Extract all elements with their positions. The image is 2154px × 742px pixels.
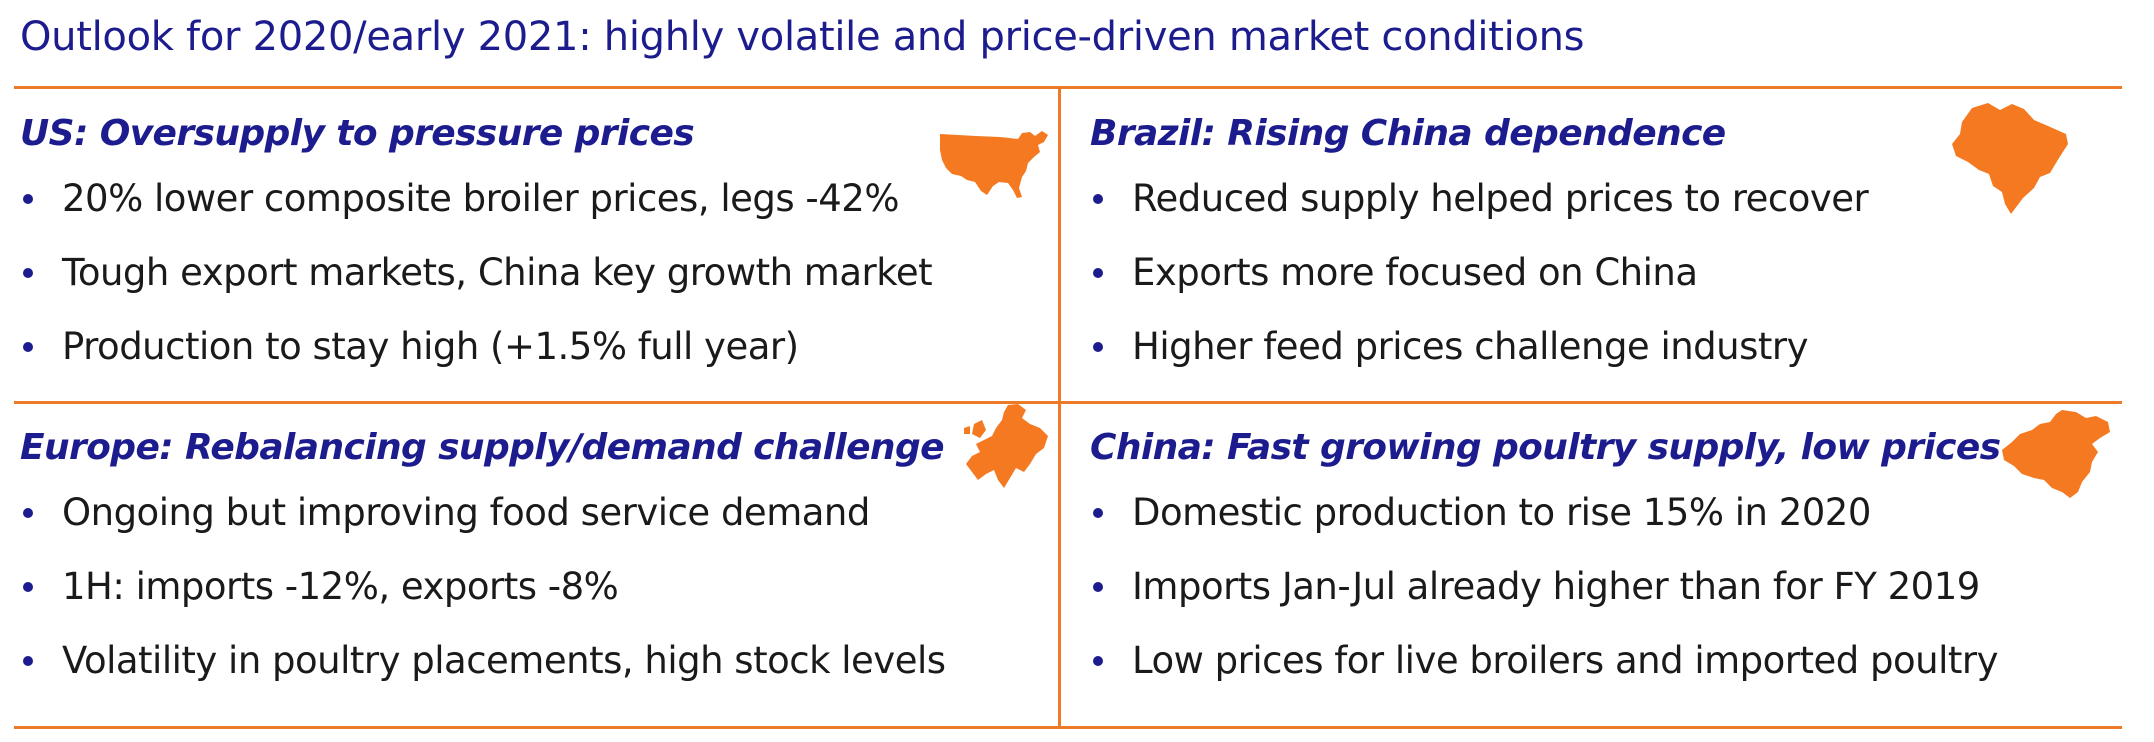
us-bullet-list: 20% lower composite broiler prices, legs… <box>20 170 1060 392</box>
list-item: Tough export markets, China key growth m… <box>20 244 1060 318</box>
bullet-dot-icon <box>1093 508 1103 518</box>
brazil-heading: Brazil: Rising China dependence <box>1090 113 1726 154</box>
europe-section: Europe: Rebalancing supply/demand challe… <box>20 422 1060 706</box>
us-section: US: Oversupply to pressure prices 20% lo… <box>20 108 1060 392</box>
bullet-dot-icon <box>1093 194 1103 204</box>
bullet-text: Tough export markets, China key growth m… <box>62 251 933 294</box>
europe-map-icon <box>964 404 1048 488</box>
bullet-text: Imports Jan-Jul already higher than for … <box>1132 565 1980 608</box>
bullet-text: Exports more focused on China <box>1132 251 1698 294</box>
list-item: 1H: imports -12%, exports -8% <box>20 558 1060 632</box>
list-item: Exports more focused on China <box>1090 244 2130 318</box>
page-title: Outlook for 2020/early 2021: highly vola… <box>20 14 1585 60</box>
china-bullet-list: Domestic production to rise 15% in 2020 … <box>1090 484 2130 706</box>
bullet-text: Volatility in poultry placements, high s… <box>62 639 946 682</box>
list-item: Low prices for live broilers and importe… <box>1090 632 2130 706</box>
brazil-map-icon <box>1952 103 2068 214</box>
bullet-dot-icon <box>1093 656 1103 666</box>
bullet-text: Production to stay high (+1.5% full year… <box>62 325 799 368</box>
list-item: Production to stay high (+1.5% full year… <box>20 318 1060 392</box>
china-section: China: Fast growing poultry supply, low … <box>1090 422 2130 706</box>
top-divider <box>14 86 2122 89</box>
bullet-text: 20% lower composite broiler prices, legs… <box>62 177 900 220</box>
brazil-bullet-list: Reduced supply helped prices to recover … <box>1090 170 2130 392</box>
us-heading: US: Oversupply to pressure prices <box>20 113 695 154</box>
bullet-text: 1H: imports -12%, exports -8% <box>62 565 619 608</box>
bullet-dot-icon <box>23 194 33 204</box>
bullet-dot-icon <box>23 656 33 666</box>
bullet-dot-icon <box>23 582 33 592</box>
middle-divider <box>14 401 2122 404</box>
list-item: Reduced supply helped prices to recover <box>1090 170 2130 244</box>
us-map-icon <box>940 131 1048 198</box>
china-map-icon <box>2002 410 2110 498</box>
list-item: 20% lower composite broiler prices, legs… <box>20 170 1060 244</box>
bullet-dot-icon <box>1093 342 1103 352</box>
list-item: Higher feed prices challenge industry <box>1090 318 2130 392</box>
list-item: Ongoing but improving food service deman… <box>20 484 1060 558</box>
china-heading: China: Fast growing poultry supply, low … <box>1090 427 2001 468</box>
europe-bullet-list: Ongoing but improving food service deman… <box>20 484 1060 706</box>
bullet-text: Low prices for live broilers and importe… <box>1132 639 1998 682</box>
bullet-text: Ongoing but improving food service deman… <box>62 491 870 534</box>
list-item: Imports Jan-Jul already higher than for … <box>1090 558 2130 632</box>
list-item: Volatility in poultry placements, high s… <box>20 632 1060 706</box>
bullet-text: Higher feed prices challenge industry <box>1132 325 1809 368</box>
bullet-dot-icon <box>23 268 33 278</box>
vertical-divider <box>1058 88 1061 728</box>
europe-heading: Europe: Rebalancing supply/demand challe… <box>20 427 945 468</box>
brazil-section: Brazil: Rising China dependence Reduced … <box>1090 108 2130 392</box>
bullet-dot-icon <box>1093 582 1103 592</box>
bullet-dot-icon <box>23 508 33 518</box>
bullet-dot-icon <box>1093 268 1103 278</box>
bullet-dot-icon <box>23 342 33 352</box>
bullet-text: Domestic production to rise 15% in 2020 <box>1132 491 1871 534</box>
list-item: Domestic production to rise 15% in 2020 <box>1090 484 2130 558</box>
bottom-divider <box>14 726 2122 729</box>
bullet-text: Reduced supply helped prices to recover <box>1132 177 1869 220</box>
